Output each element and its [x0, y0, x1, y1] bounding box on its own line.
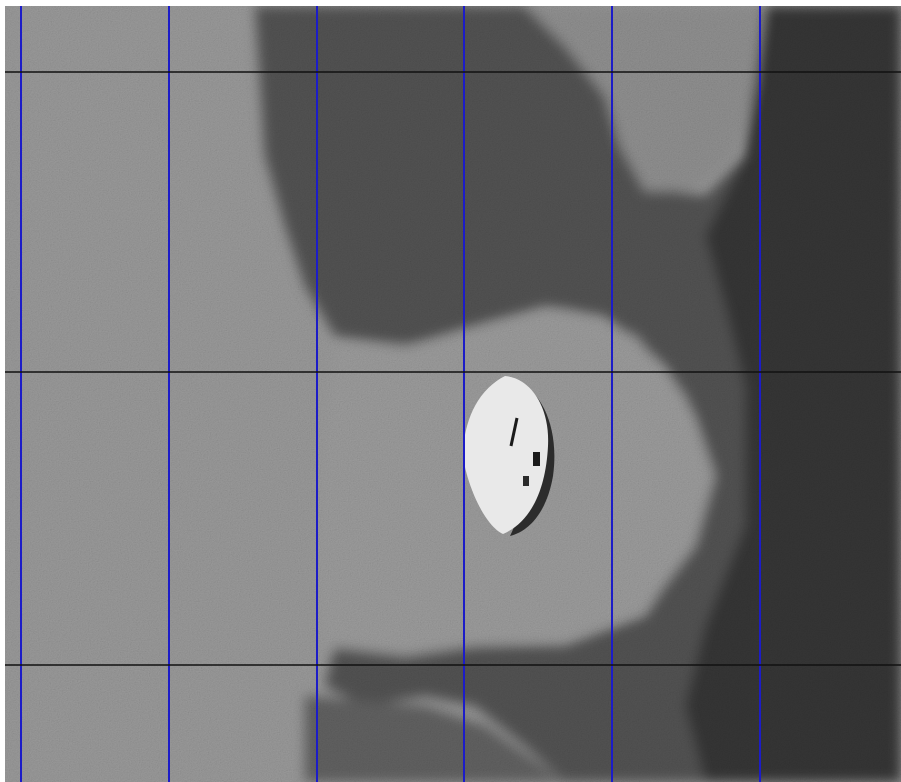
sonar-mosaic [5, 6, 901, 782]
object-feature [533, 452, 540, 466]
sediment-grain [5, 6, 901, 782]
object-feature-2 [523, 476, 529, 486]
object-body [463, 376, 549, 534]
vertical-grid-lines [20, 6, 761, 782]
sonar-image [5, 6, 901, 782]
object-edge-line [509, 417, 519, 447]
seafloor-object [463, 376, 555, 536]
horizontal-grid-lines [5, 71, 901, 666]
